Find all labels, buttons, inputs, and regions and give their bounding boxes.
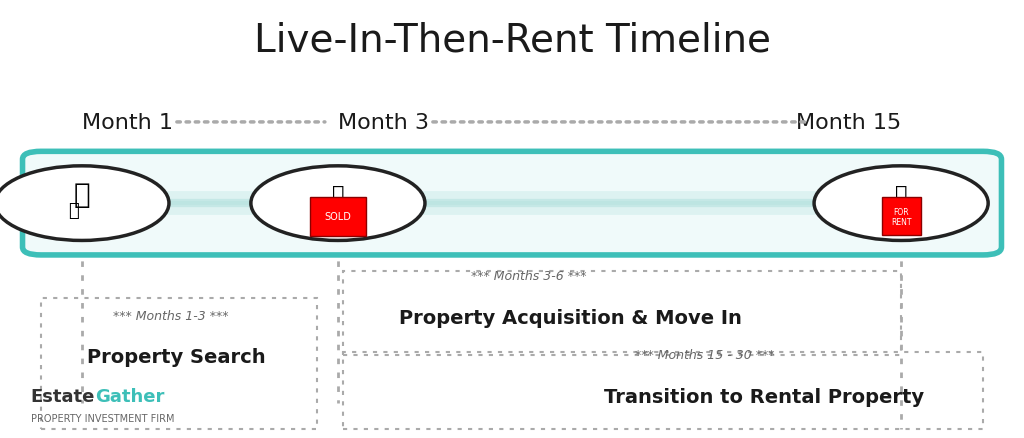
Text: Live-In-Then-Rent Timeline: Live-In-Then-Rent Timeline — [254, 22, 770, 60]
Text: FOR
RENT: FOR RENT — [891, 207, 911, 226]
Text: Month 1: Month 1 — [82, 113, 173, 133]
Circle shape — [814, 166, 988, 241]
Text: *** Months 15 - 30 ***: *** Months 15 - 30 *** — [635, 348, 774, 361]
Text: *** Months 3-6 ***: *** Months 3-6 *** — [471, 269, 587, 283]
Text: 🏡: 🏡 — [332, 185, 344, 205]
Text: 🏘: 🏘 — [895, 185, 907, 205]
Text: SOLD: SOLD — [325, 212, 351, 222]
Circle shape — [0, 166, 169, 241]
Text: Property Acquisition & Move In: Property Acquisition & Move In — [399, 308, 742, 327]
Text: *** Months 1-3 ***: *** Months 1-3 *** — [113, 309, 228, 322]
Circle shape — [251, 166, 425, 241]
Text: PROPERTY INVESTMENT FIRM: PROPERTY INVESTMENT FIRM — [31, 413, 174, 423]
Text: Estate: Estate — [31, 387, 95, 406]
Text: Month 3: Month 3 — [338, 113, 429, 133]
Text: 🔍: 🔍 — [74, 181, 90, 209]
Text: 🏠: 🏠 — [69, 201, 79, 219]
Text: Transition to Rental Property: Transition to Rental Property — [604, 387, 925, 406]
Text: Gather: Gather — [95, 387, 165, 406]
Text: Month 15: Month 15 — [796, 113, 901, 133]
FancyBboxPatch shape — [23, 152, 1001, 255]
Text: Property Search: Property Search — [87, 347, 265, 367]
